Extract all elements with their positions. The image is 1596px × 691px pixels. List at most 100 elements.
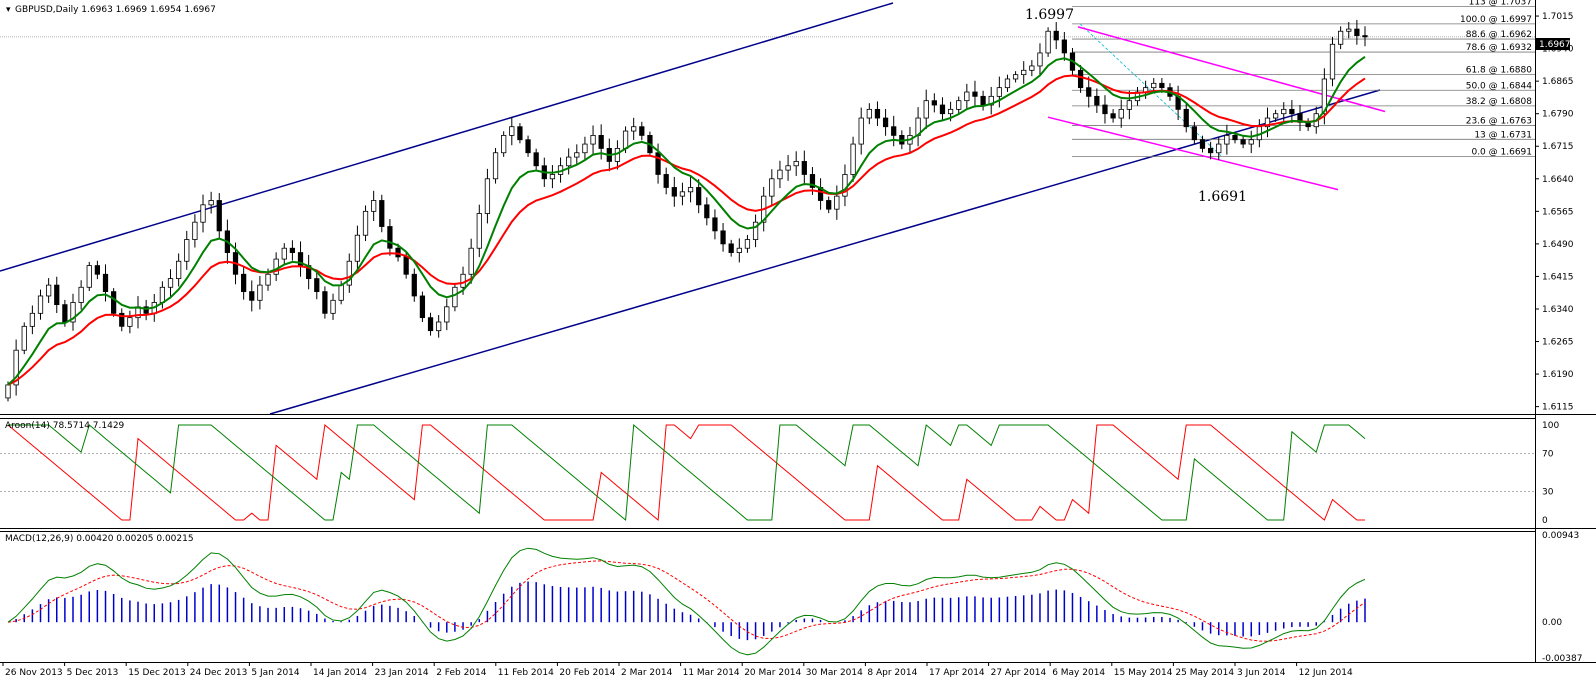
- candle-body: [314, 278, 320, 293]
- candle-body: [1264, 117, 1271, 128]
- candle-body: [947, 108, 954, 115]
- price-tick-label: 1.6865: [1542, 77, 1574, 87]
- candle-body: [679, 191, 686, 197]
- candle-body: [354, 234, 361, 262]
- candle-body: [996, 87, 1002, 97]
- candle-body: [37, 295, 44, 314]
- aroon-up-line: [8, 423, 1366, 521]
- candle-body: [980, 95, 986, 106]
- candle-body: [1272, 113, 1279, 119]
- candle-body: [249, 291, 255, 301]
- fib-trendline: [1079, 23, 1223, 157]
- date-tick-label: 6 May 2014: [1052, 668, 1105, 678]
- candle-body: [362, 210, 369, 236]
- candle-body: [1362, 35, 1368, 38]
- candle-body: [460, 273, 466, 288]
- candle-body: [159, 286, 166, 303]
- candle-body: [143, 306, 149, 314]
- price-tick-label: 1.6640: [1542, 175, 1574, 185]
- date-tick-label: 5 Dec 2013: [67, 668, 119, 678]
- candle-body: [1207, 148, 1214, 154]
- candle-body: [94, 265, 101, 275]
- candle-body: [704, 204, 710, 219]
- candle-body: [712, 217, 718, 232]
- date-tick-label: 24 Dec 2013: [190, 668, 248, 678]
- candle-body: [265, 273, 271, 286]
- fib-level-label: 113 @ 1.7037: [1469, 0, 1532, 8]
- candle-body: [111, 291, 117, 314]
- candle-body: [696, 187, 702, 206]
- aroon-axis-label: 70: [1542, 450, 1554, 460]
- candle-body: [614, 148, 621, 162]
- candle-body: [419, 295, 426, 319]
- fib-level-label: 38.2 @ 1.6808: [1466, 97, 1533, 107]
- candle-body: [78, 286, 84, 303]
- candle-body: [1248, 139, 1254, 145]
- price-tick-label: 1.6790: [1542, 110, 1574, 120]
- candle-body: [46, 284, 52, 297]
- candle-body: [1199, 139, 1206, 149]
- date-tick-label: 11 Mar 2014: [683, 668, 740, 678]
- fib-level-label: 61.8 @ 1.6880: [1466, 66, 1533, 76]
- candle-body: [387, 226, 393, 249]
- candle-body: [476, 213, 482, 249]
- candle-body: [785, 165, 791, 171]
- fib-level-label: 88.6 @ 1.6962: [1466, 30, 1532, 40]
- price-tick-label: 1.6490: [1542, 240, 1574, 250]
- candle-body: [62, 304, 68, 323]
- candle-body: [891, 126, 897, 136]
- candle-body: [403, 256, 409, 275]
- candle-body: [931, 100, 937, 106]
- macd-axis-label: 0.00: [1542, 618, 1562, 628]
- candle-body: [687, 187, 694, 193]
- date-tick-label: 27 Apr 2014: [991, 668, 1047, 678]
- candle-body: [452, 286, 458, 308]
- dropdown-arrow-icon[interactable]: ▾: [6, 5, 11, 15]
- candle-body: [1118, 108, 1124, 119]
- candle-body: [631, 126, 637, 132]
- ema-slow-line: [7, 74, 1366, 386]
- candle-body: [1297, 113, 1303, 123]
- candle-body: [29, 312, 35, 327]
- date-tick-label: 12 Jun 2014: [1299, 668, 1353, 678]
- candle-body: [655, 152, 661, 175]
- candle-body: [1004, 78, 1011, 89]
- high-annotation: 1.6997: [1025, 7, 1074, 23]
- candle-body: [1232, 134, 1238, 141]
- candle-body: [484, 178, 491, 214]
- candle-body: [102, 273, 109, 293]
- time-axis: 26 Nov 2013 5 Dec 2013 15 Dec 2013 24 Dec 2…: [2, 662, 1353, 678]
- candle-body: [208, 200, 214, 206]
- candle-body: [468, 247, 474, 275]
- candle-body: [1102, 104, 1108, 115]
- candle-body: [501, 134, 507, 154]
- candle-body: [1240, 139, 1246, 145]
- date-tick-label: 26 Nov 2013: [5, 668, 63, 678]
- candle-body: [86, 265, 92, 288]
- candle-body: [54, 284, 60, 306]
- candle-body: [988, 95, 994, 106]
- date-tick-label: 8 Apr 2014: [867, 668, 917, 678]
- candle-body: [330, 299, 336, 314]
- candle-body: [346, 260, 352, 286]
- date-tick-label: 30 Mar 2014: [806, 668, 863, 678]
- channel-upper-line: [0, 2, 894, 272]
- candle-body: [119, 312, 125, 327]
- candle-body: [882, 117, 889, 128]
- candle-body: [549, 174, 556, 180]
- candle-body: [639, 126, 645, 136]
- candle-body: [70, 302, 76, 323]
- candle-body: [1086, 87, 1092, 97]
- candle-body: [874, 108, 881, 119]
- candle-body: [1289, 108, 1295, 115]
- candle-body: [289, 247, 296, 253]
- date-tick-label: 17 Apr 2014: [929, 668, 985, 678]
- candle-body: [13, 349, 19, 386]
- candle-body: [1077, 69, 1084, 89]
- candle-body: [411, 273, 417, 297]
- candle-body: [1281, 108, 1287, 115]
- candle-body: [338, 284, 344, 301]
- candle-body: [574, 152, 580, 158]
- candle-body: [1045, 30, 1051, 54]
